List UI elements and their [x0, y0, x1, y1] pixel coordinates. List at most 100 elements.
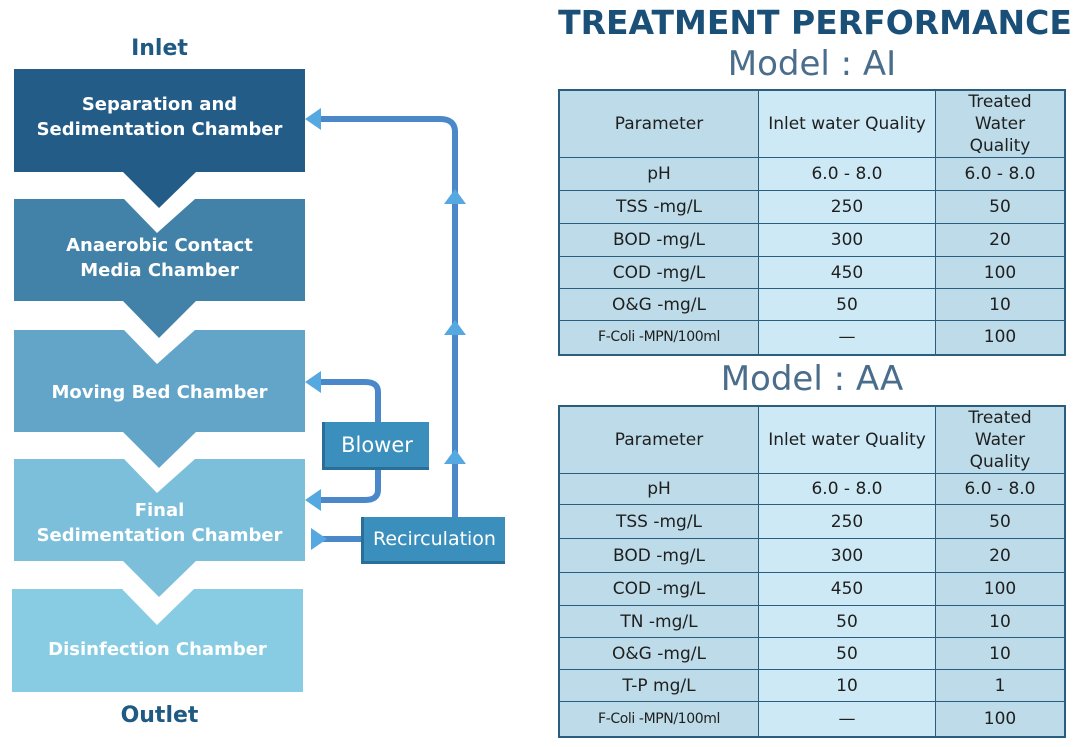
arrow-left-icon — [305, 371, 321, 393]
treated-quality-cell: 10 — [935, 605, 1066, 638]
chamber-anaerobic: Anaerobic Contact Media Chamber — [14, 233, 305, 283]
arrow-up-icon — [444, 449, 466, 464]
chamber-label: Separation and — [81, 94, 238, 115]
chamber-final-sedimentation: Final Sedimentation Chamber — [14, 498, 305, 548]
table-row: F-Coli -MPN/100ml —100 — [558, 320, 1066, 355]
parameter-cell: BOD -mg/L — [558, 538, 759, 573]
treated-quality-cell: 10 — [935, 288, 1066, 321]
treated-quality-cell: 100 — [935, 320, 1066, 355]
inlet-quality-cell: 50 — [758, 605, 936, 638]
outlet-label: Outlet — [120, 703, 199, 728]
chamber-shape-moving-bed — [14, 330, 305, 468]
inlet-quality-cell: 6.0 - 8.0 — [758, 157, 936, 191]
arrow-left-icon — [305, 489, 321, 511]
treated-quality-cell: 20 — [935, 538, 1066, 573]
parameter-cell: BOD -mg/L — [558, 223, 759, 257]
treated-quality-cell: 50 — [935, 190, 1066, 224]
treated-quality-cell: 6.0 - 8.0 — [935, 157, 1066, 191]
model-ai-table: Parameter Inlet water Quality Treated Wate… — [558, 89, 1066, 356]
inlet-quality-cell: 6.0 - 8.0 — [758, 473, 936, 505]
blower-air-pipe — [318, 379, 381, 503]
chamber-disinfection: Disinfection Chamber — [12, 637, 303, 662]
treated-quality-cell: 100 — [935, 701, 1066, 737]
table-row: COD -mg/L 450 100 — [558, 572, 1066, 606]
treated-quality-cell: 100 — [935, 572, 1066, 606]
column-header: Treated Water Quality — [935, 405, 1066, 474]
parameter-cell: O&G -mg/L — [558, 288, 759, 321]
inlet-quality-cell: — — [758, 320, 936, 355]
chamber-label: Final — [134, 500, 185, 521]
column-header: Inlet water Quality — [758, 405, 936, 474]
model-aa-heading: Model : AA — [720, 359, 904, 399]
inlet-quality-cell: 450 — [758, 572, 936, 606]
table-header-row: Parameter Inlet water Quality Treated Wate… — [558, 89, 1066, 158]
chamber-shape-disinfection — [12, 589, 303, 692]
inlet-quality-cell: 450 — [758, 256, 936, 289]
chamber-label: Moving Bed Chamber — [51, 382, 268, 403]
treated-quality-cell: 1 — [935, 669, 1066, 702]
table-row: BOD -mg/L 300 20 — [558, 538, 1066, 573]
treated-quality-cell: 100 — [935, 256, 1066, 289]
chamber-moving-bed: Moving Bed Chamber — [14, 380, 305, 405]
chamber-shape-anaerobic — [14, 199, 305, 338]
parameter-cell: COD -mg/L — [558, 572, 759, 606]
recirculation-pipe — [318, 116, 458, 542]
inlet-quality-cell: 10 — [758, 669, 936, 702]
column-header: Parameter — [558, 89, 759, 158]
column-header: Parameter — [558, 405, 759, 474]
chamber-shape-final-sedimentation — [14, 459, 305, 597]
process-flow-diagram — [12, 69, 466, 692]
parameter-cell: TN -mg/L — [558, 605, 759, 638]
parameter-cell: TSS -mg/L — [558, 190, 759, 224]
parameter-cell: pH — [558, 157, 759, 191]
table-row: TN -mg/L 50 10 — [558, 605, 1066, 638]
parameter-cell: pH — [558, 473, 759, 505]
chamber-label: Sedimentation Chamber — [36, 525, 283, 546]
inlet-quality-cell: 300 — [758, 223, 936, 257]
arrow-up-icon — [444, 320, 466, 335]
treated-quality-cell: 10 — [935, 637, 1066, 670]
table-row: COD -mg/L 450 100 — [558, 256, 1066, 289]
arrow-right-icon — [311, 528, 327, 550]
blower-box: Blower — [322, 422, 429, 470]
recirculation-box: Recirculation — [361, 517, 505, 564]
table-row: T-P mg/L 10 1 — [558, 669, 1066, 702]
table-row: F-Coli -MPN/100ml —100 — [558, 701, 1066, 737]
model-aa-table: Parameter Inlet water Quality Treated Wate… — [558, 405, 1066, 738]
table-header-row: Parameter Inlet water Quality Treated Wate… — [558, 405, 1066, 474]
parameter-cell: T-P mg/L — [558, 669, 759, 702]
chamber-label: Sedimentation Chamber — [36, 119, 283, 140]
inlet-quality-cell: — — [758, 701, 936, 737]
chamber-label: Anaerobic Contact — [66, 235, 253, 256]
inlet-label: Inlet — [131, 36, 188, 61]
table-row: pH 6.0 - 8.0 6.0 - 8.0 — [558, 157, 1066, 191]
inlet-quality-cell: 250 — [758, 504, 936, 539]
parameter-cell: F-Coli -MPN/100ml — [558, 320, 759, 355]
table-row: O&G -mg/L 50 10 — [558, 288, 1066, 321]
inlet-quality-cell: 300 — [758, 538, 936, 573]
treated-quality-cell: 50 — [935, 504, 1066, 539]
treated-quality-cell: 6.0 - 8.0 — [935, 473, 1066, 505]
arrow-up-icon — [444, 189, 466, 204]
column-header: Treated Water Quality — [935, 89, 1066, 158]
column-header: Inlet water Quality — [758, 89, 936, 158]
model-ai-heading: Model : AI — [727, 44, 897, 84]
table-row: TSS -mg/L 250 50 — [558, 190, 1066, 224]
parameter-cell: COD -mg/L — [558, 256, 759, 289]
inlet-quality-cell: 250 — [758, 190, 936, 224]
parameter-cell: O&G -mg/L — [558, 637, 759, 670]
page-title: TREATMENT PERFORMANCE — [558, 3, 1072, 42]
chamber-label: Disinfection Chamber — [48, 639, 267, 660]
treated-quality-cell: 20 — [935, 223, 1066, 257]
table-row: BOD -mg/L 300 20 — [558, 223, 1066, 257]
chamber-shape-separation — [14, 69, 305, 208]
inlet-quality-cell: 50 — [758, 637, 936, 670]
parameter-cell: F-Coli -MPN/100ml — [558, 701, 759, 737]
table-row: pH 6.0 - 8.0 6.0 - 8.0 — [558, 473, 1066, 505]
table-row: O&G -mg/L 50 10 — [558, 637, 1066, 670]
table-row: TSS -mg/L 250 50 — [558, 504, 1066, 539]
chamber-separation: Separation and Sedimentation Chamber — [14, 92, 305, 142]
arrow-left-icon — [305, 108, 321, 130]
chamber-label: Media Chamber — [80, 260, 239, 281]
parameter-cell: TSS -mg/L — [558, 504, 759, 539]
